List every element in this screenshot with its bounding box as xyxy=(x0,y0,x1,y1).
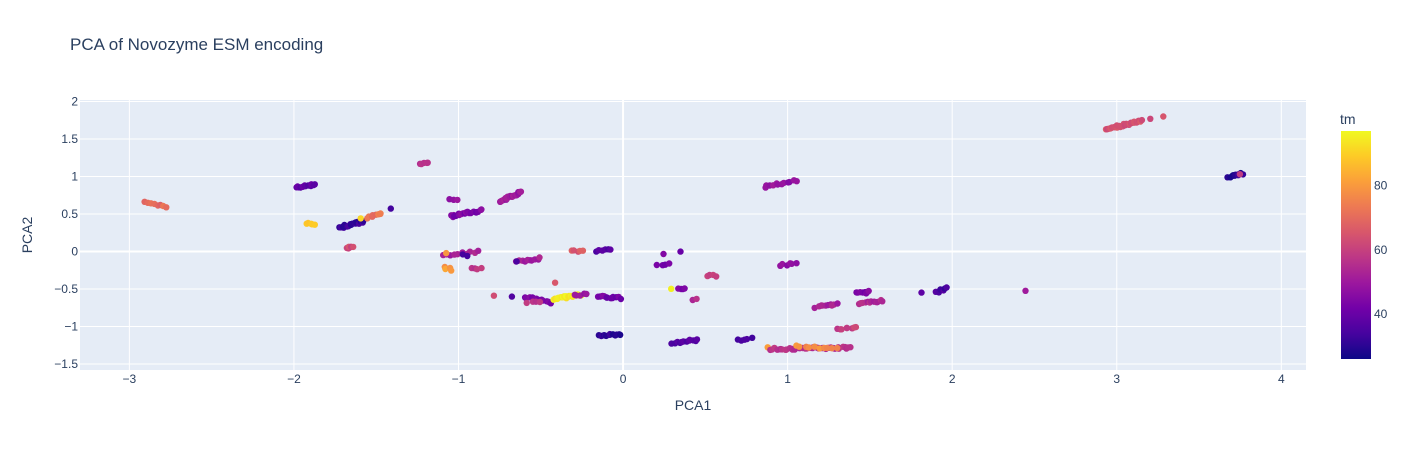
data-point[interactable] xyxy=(478,264,485,272)
data-point[interactable] xyxy=(668,285,675,292)
data-point[interactable] xyxy=(513,258,520,265)
y-tick-label: −1.5 xyxy=(54,357,78,371)
data-point[interactable] xyxy=(865,287,872,295)
data-point[interactable] xyxy=(834,300,841,307)
plot-area xyxy=(80,100,1306,370)
data-point[interactable] xyxy=(834,344,841,352)
data-point[interactable] xyxy=(617,295,625,303)
data-point[interactable] xyxy=(1147,115,1154,123)
data-point[interactable] xyxy=(579,247,587,254)
colorbar-tick-label: 80 xyxy=(1374,179,1388,193)
data-point[interactable] xyxy=(943,284,950,291)
data-point[interactable] xyxy=(918,289,925,296)
data-point[interactable] xyxy=(843,324,851,332)
data-point[interactable] xyxy=(1160,113,1167,120)
y-tick-label: 2 xyxy=(71,95,78,109)
data-point[interactable] xyxy=(693,336,701,343)
data-point[interactable] xyxy=(448,267,455,274)
y-tick-label: 0.5 xyxy=(61,207,78,221)
y-tick-label: 1 xyxy=(71,170,78,184)
data-point[interactable] xyxy=(443,249,450,257)
data-point[interactable] xyxy=(508,293,516,300)
data-point[interactable] xyxy=(490,292,498,299)
colorbar-title: tm xyxy=(1340,111,1356,127)
data-point[interactable] xyxy=(464,252,471,260)
data-point[interactable] xyxy=(536,298,544,306)
data-point[interactable] xyxy=(454,251,461,258)
x-axis-ticks: −3 −2 −1 0 1 2 3 4 xyxy=(123,372,1285,386)
data-point[interactable] xyxy=(311,181,318,188)
data-point[interactable] xyxy=(424,159,431,166)
data-point[interactable] xyxy=(823,344,831,352)
data-point[interactable] xyxy=(653,261,660,269)
x-tick-label: 2 xyxy=(949,372,956,386)
data-point[interactable] xyxy=(1138,116,1146,124)
data-point[interactable] xyxy=(743,335,751,343)
colorbar-tick-label: 40 xyxy=(1374,307,1388,321)
chart-title: PCA of Novozyme ESM encoding xyxy=(70,35,323,54)
data-point[interactable] xyxy=(311,221,318,228)
x-axis-title: PCA1 xyxy=(675,397,712,413)
data-point[interactable] xyxy=(811,343,818,350)
x-tick-label: −2 xyxy=(287,372,301,386)
y-axis-title: PCA2 xyxy=(19,217,35,254)
data-point[interactable] xyxy=(387,205,394,212)
data-point[interactable] xyxy=(847,344,854,351)
data-point[interactable] xyxy=(796,343,803,350)
x-tick-label: 3 xyxy=(1113,372,1120,386)
x-tick-label: 0 xyxy=(620,372,627,386)
data-point[interactable] xyxy=(828,345,836,352)
data-point[interactable] xyxy=(536,254,543,261)
data-point[interactable] xyxy=(693,295,700,303)
x-tick-label: 4 xyxy=(1278,372,1285,386)
data-point[interactable] xyxy=(779,260,786,268)
data-point[interactable] xyxy=(617,331,624,339)
data-point[interactable] xyxy=(838,326,845,333)
data-point[interactable] xyxy=(793,178,800,185)
data-point[interactable] xyxy=(1236,171,1244,178)
colorbar-ticks: 40 60 80 xyxy=(1374,179,1388,321)
data-points xyxy=(141,113,1247,354)
x-tick-label: 1 xyxy=(784,372,791,386)
data-point[interactable] xyxy=(357,215,364,222)
data-point[interactable] xyxy=(879,298,886,305)
data-point[interactable] xyxy=(681,285,688,292)
data-point[interactable] xyxy=(666,260,673,267)
data-point[interactable] xyxy=(660,250,667,258)
colorbar xyxy=(1341,131,1371,359)
x-tick-label: −1 xyxy=(452,372,466,386)
data-point[interactable] xyxy=(852,323,860,331)
data-point[interactable] xyxy=(713,273,720,280)
data-point[interactable] xyxy=(516,188,524,196)
data-point[interactable] xyxy=(788,260,795,267)
data-point[interactable] xyxy=(793,260,800,267)
data-point[interactable] xyxy=(805,344,813,351)
data-point[interactable] xyxy=(377,210,384,217)
y-tick-label: 1.5 xyxy=(61,132,78,146)
data-point[interactable] xyxy=(350,243,357,251)
y-tick-label: −0.5 xyxy=(54,282,78,296)
y-tick-label: −1 xyxy=(64,320,78,334)
data-point[interactable] xyxy=(523,299,530,307)
data-point[interactable] xyxy=(607,246,614,253)
data-point[interactable] xyxy=(677,248,684,255)
data-point[interactable] xyxy=(749,334,756,341)
colorbar-tick-label: 60 xyxy=(1374,243,1388,257)
data-point[interactable] xyxy=(551,279,559,286)
data-point[interactable] xyxy=(163,204,170,211)
data-point[interactable] xyxy=(454,196,461,204)
data-point[interactable] xyxy=(475,247,482,254)
y-axis-ticks: −1.5 −1 −0.5 0 0.5 1 1.5 2 xyxy=(54,95,78,372)
data-point[interactable] xyxy=(1022,287,1029,294)
x-tick-label: −3 xyxy=(123,372,137,386)
data-point[interactable] xyxy=(583,290,590,298)
y-tick-label: 0 xyxy=(71,245,78,259)
data-point[interactable] xyxy=(478,206,485,213)
grid-lines xyxy=(80,100,1306,370)
